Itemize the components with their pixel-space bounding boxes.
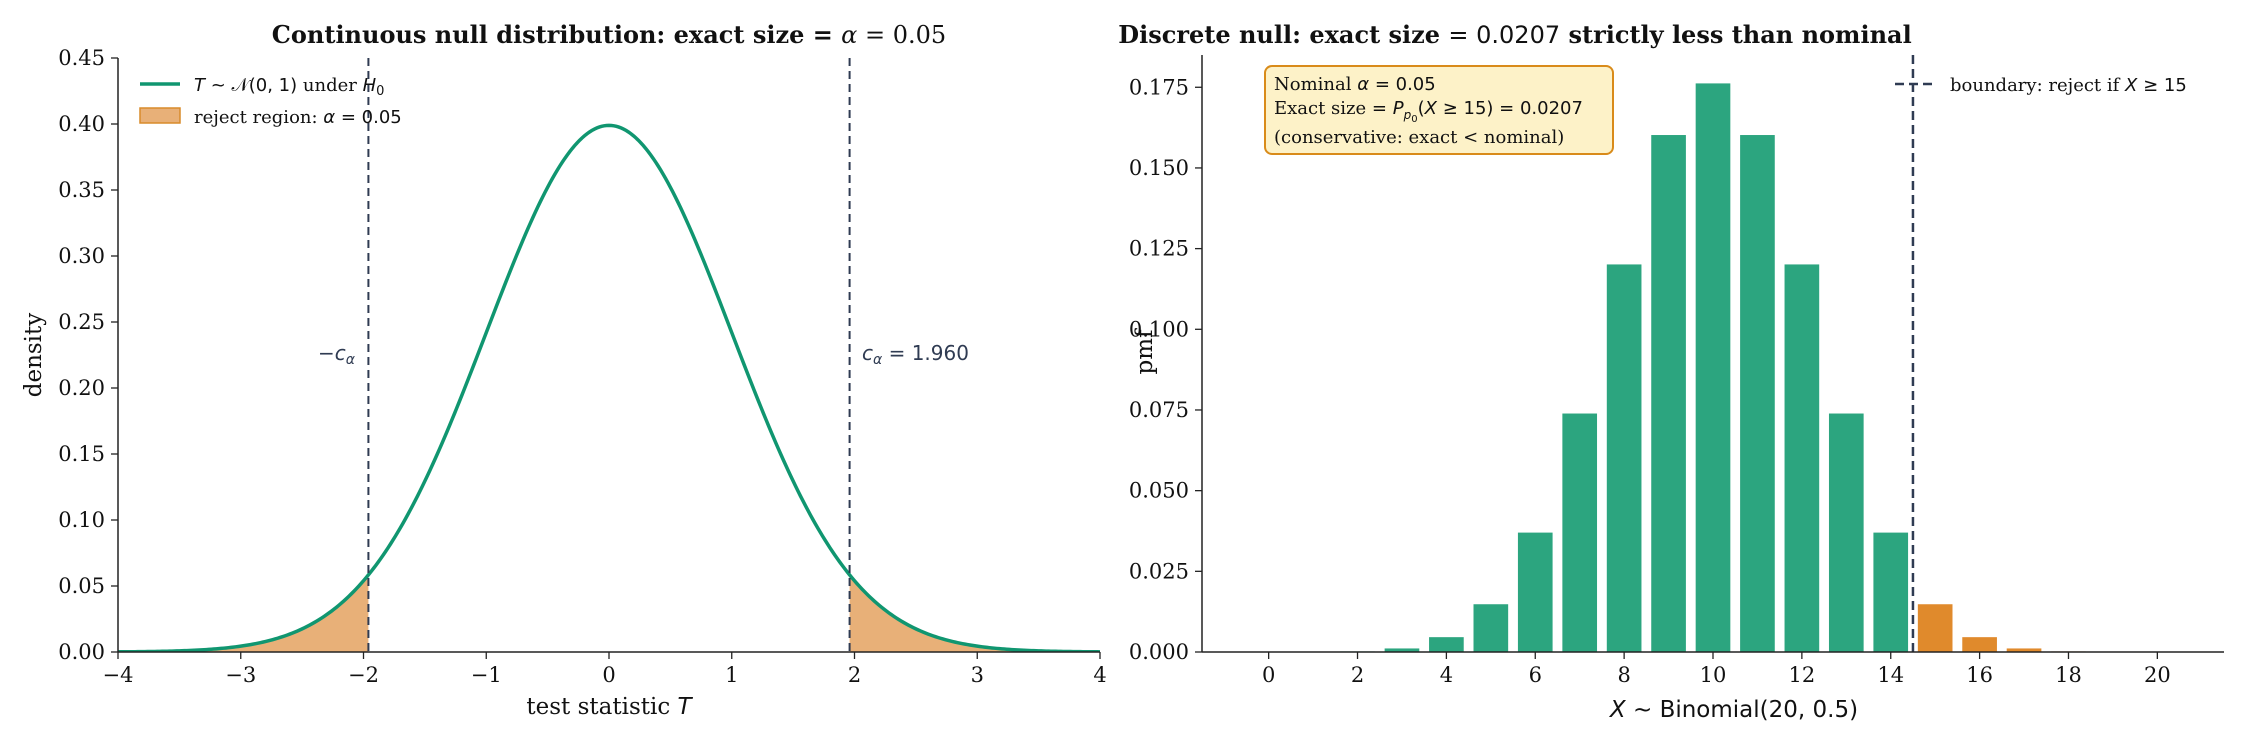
right-x-tick-label: 16 bbox=[1966, 663, 1993, 687]
right-x-tick-label: 0 bbox=[1262, 663, 1275, 687]
right-y-tick-label: 0.125 bbox=[1129, 237, 1189, 261]
right-x-tick-label: 10 bbox=[1700, 663, 1727, 687]
reject-bar bbox=[1962, 637, 1997, 652]
legend-reject-label: reject region: α = 0.05 bbox=[194, 107, 402, 128]
minus-c-alpha-label: −cα bbox=[318, 341, 356, 368]
left-y-tick-label: 0.00 bbox=[58, 640, 105, 664]
left-x-tick-label: −3 bbox=[225, 663, 256, 687]
pmf-bars bbox=[1295, 83, 2131, 652]
critical-lines bbox=[367, 58, 851, 652]
pmf-bar bbox=[1695, 83, 1731, 652]
left-y-tick-label: 0.30 bbox=[58, 244, 105, 268]
left-panel: Continuous null distribution: exact size… bbox=[21, 20, 1107, 720]
right-x-tick-label: 6 bbox=[1529, 663, 1542, 687]
pmf-bar bbox=[1473, 604, 1509, 652]
null-density-curve bbox=[118, 123, 1100, 652]
right-y-tick-label: 0.075 bbox=[1129, 398, 1189, 422]
right-x-tick-label: 20 bbox=[2144, 663, 2171, 687]
left-x-tick-label: 0 bbox=[602, 663, 615, 687]
pmf-bar bbox=[1384, 648, 1420, 652]
left-y-tick-label: 0.35 bbox=[58, 178, 105, 202]
pmf-bar bbox=[1562, 413, 1598, 652]
legend-boundary-label: boundary: reject if X ≥ 15 bbox=[1950, 75, 2187, 96]
pmf-bar bbox=[1828, 413, 1864, 652]
right-x-axis-label: X ~ Binomial(20, 0.5) bbox=[1609, 697, 1858, 723]
right-ticks: 0 2 4 6 8 10 12 14 16 18 20 0.000 0.025 0.050 0.075 0.1… bbox=[1129, 75, 2171, 687]
annotation-box-frame bbox=[1264, 65, 1614, 155]
left-y-axis-label: density bbox=[21, 313, 47, 398]
right-y-tick-label: 0.025 bbox=[1129, 559, 1189, 583]
right-chart-title: Discrete null: exact size = 0.0207 stric… bbox=[1118, 20, 1911, 49]
left-y-tick-label: 0.25 bbox=[58, 310, 105, 334]
density-curve-line bbox=[118, 123, 1100, 652]
pmf-bar bbox=[1784, 264, 1820, 652]
left-ticks: −4 −3 −2 −1 0 1 2 3 4 0.00 0.05 0.10 0.15 0.20 0.25 0.3… bbox=[58, 46, 1106, 687]
size-annotation-box: Nominal α = 0.05 Exact size = Pp0(X ≥ 15… bbox=[1264, 65, 1614, 155]
critical-value-labels: −cα cα = 1.960 bbox=[318, 341, 969, 368]
right-y-tick-label: 0.150 bbox=[1129, 156, 1189, 180]
left-reject-tail bbox=[118, 574, 369, 652]
pmf-bar bbox=[1517, 532, 1553, 652]
left-y-tick-label: 0.20 bbox=[58, 376, 105, 400]
annotation-nominal: Nominal α = 0.05 bbox=[1274, 74, 1436, 95]
left-y-tick-label: 0.15 bbox=[58, 442, 105, 466]
reject-bar bbox=[1917, 604, 1953, 652]
left-x-tick-label: 4 bbox=[1093, 663, 1106, 687]
reject-region-tails bbox=[118, 574, 1100, 652]
pmf-bar bbox=[1651, 135, 1686, 652]
left-x-tick-label: −4 bbox=[103, 663, 134, 687]
pmf-bar bbox=[1740, 135, 1775, 652]
left-legend: T ~ 𝒩(0, 1) under H0 reject region: α = … bbox=[139, 75, 402, 128]
left-x-tick-label: 3 bbox=[971, 663, 984, 687]
left-y-tick-label: 0.40 bbox=[58, 112, 105, 136]
left-y-tick-label: 0.45 bbox=[58, 46, 105, 70]
left-x-tick-label: −1 bbox=[471, 663, 502, 687]
left-x-tick-label: 1 bbox=[725, 663, 738, 687]
right-y-tick-label: 0.175 bbox=[1129, 75, 1189, 99]
right-reject-tail bbox=[849, 574, 1100, 652]
right-x-tick-label: 12 bbox=[1789, 663, 1816, 687]
right-legend: boundary: reject if X ≥ 15 bbox=[1895, 75, 2187, 96]
left-y-tick-label: 0.10 bbox=[58, 508, 105, 532]
legend-curve-label: T ~ 𝒩(0, 1) under H0 bbox=[194, 75, 384, 99]
right-x-tick-label: 2 bbox=[1351, 663, 1364, 687]
right-y-axis-label: pmf bbox=[1132, 328, 1158, 375]
right-x-tick-label: 18 bbox=[2055, 663, 2082, 687]
left-x-tick-label: 2 bbox=[848, 663, 861, 687]
legend-reject-swatch bbox=[139, 107, 181, 124]
c-alpha-label: cα = 1.960 bbox=[862, 341, 969, 368]
pmf-bar bbox=[1429, 637, 1464, 652]
right-x-tick-label: 14 bbox=[1877, 663, 1904, 687]
right-x-tick-label: 8 bbox=[1617, 663, 1630, 687]
right-y-tick-label: 0.000 bbox=[1129, 640, 1189, 664]
right-y-tick-label: 0.050 bbox=[1129, 479, 1189, 503]
annotation-conservative: (conservative: exact < nominal) bbox=[1274, 127, 1564, 148]
left-chart-title: Continuous null distribution: exact size… bbox=[272, 20, 946, 49]
reject-bar bbox=[2006, 648, 2042, 652]
right-x-tick-label: 4 bbox=[1440, 663, 1453, 687]
left-x-axis-label: test statistic T bbox=[526, 694, 693, 720]
left-x-tick-label: −2 bbox=[348, 663, 379, 687]
right-y-tick-label: 0.100 bbox=[1129, 317, 1189, 341]
pmf-bar bbox=[1606, 264, 1642, 652]
left-y-tick-label: 0.05 bbox=[58, 574, 105, 598]
right-panel: Discrete null: exact size = 0.0207 stric… bbox=[1118, 20, 2224, 723]
pmf-bar bbox=[1873, 532, 1909, 652]
